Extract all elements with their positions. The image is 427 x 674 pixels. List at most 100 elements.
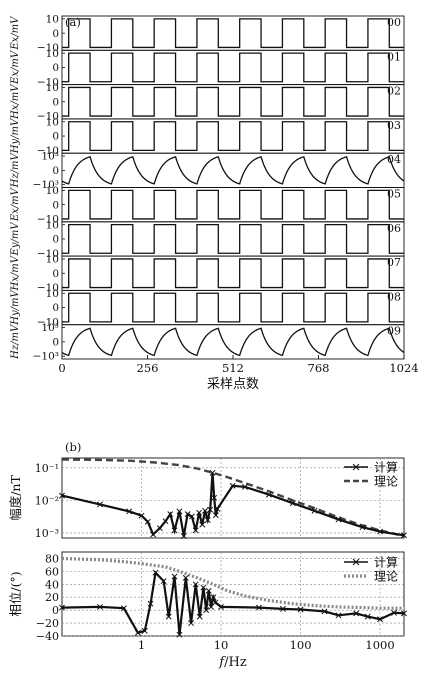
channel-frame	[61, 324, 405, 360]
panel-label: (b)	[65, 440, 81, 454]
point-marker	[171, 573, 178, 580]
channel-id: 06	[387, 222, 401, 235]
waveform-line	[61, 155, 405, 185]
point-marker	[279, 605, 286, 612]
y-axis-label: Hy/mV	[10, 289, 21, 326]
channel-frame	[61, 118, 405, 154]
y-tick-label: 40	[45, 578, 59, 591]
waveform-line	[62, 121, 404, 151]
channel-id: 08	[387, 290, 401, 303]
y-axis-label: Hx/mV	[10, 83, 21, 120]
y-tick-label: −10	[37, 282, 59, 294]
panel-label: (a)	[65, 15, 81, 29]
channel-03: 10 0 −10 Hy/mV 03	[10, 116, 405, 157]
point-marker	[147, 600, 154, 607]
point-marker	[359, 524, 366, 531]
waveform-line	[62, 224, 404, 254]
x-tick-label: 10	[214, 638, 229, 652]
point-marker	[289, 500, 296, 507]
y-tick-label: 10⁻³	[35, 527, 59, 540]
y-tick-label: 10	[46, 254, 59, 266]
channel-frame	[61, 49, 405, 86]
legend-label: 理论	[374, 570, 398, 584]
y-tick-label: 10⁻²	[35, 494, 59, 507]
point-marker	[256, 604, 262, 611]
y-tick-label: −10	[37, 111, 59, 123]
waveform-line	[62, 189, 404, 220]
x-axis-label: 采样点数	[207, 377, 259, 392]
channel-08: 10 0 −10 Hy/mV 08	[10, 288, 405, 328]
point-marker	[352, 463, 360, 471]
channel-id: 04	[387, 153, 401, 166]
point-marker	[138, 512, 145, 519]
legend-label: 计算	[374, 555, 398, 570]
point-marker	[209, 469, 216, 476]
channel-id: 03	[387, 119, 401, 132]
channel-07: 10 0 −10 Hx/mV 07	[10, 254, 405, 294]
y-tick-label: −10	[37, 214, 59, 226]
point-marker	[167, 511, 174, 518]
y-tick-label: 20	[45, 591, 59, 604]
channel-id: 02	[387, 85, 401, 98]
channel-02: 10 0 −10 Hx/mV 02	[10, 82, 405, 123]
point-marker	[229, 482, 236, 489]
y-tick-label: 0	[52, 131, 59, 143]
y-axis-label: Ey/mV	[10, 221, 21, 257]
series-line	[61, 458, 405, 538]
waveform-line	[62, 52, 404, 83]
point-marker	[196, 613, 203, 620]
x-axis-label: f/Hz	[218, 655, 247, 670]
x-tick-label: 100	[290, 638, 312, 652]
point-marker	[59, 492, 65, 499]
point-marker	[401, 610, 407, 617]
point-marker	[141, 627, 148, 634]
point-marker	[165, 613, 172, 620]
x-tick-label: 1000	[365, 638, 394, 652]
point-marker	[311, 507, 318, 514]
plot-frame	[61, 457, 405, 539]
point-marker	[353, 610, 360, 617]
point-marker	[200, 584, 207, 591]
point-marker	[176, 631, 183, 638]
point-marker	[377, 528, 384, 535]
point-marker	[96, 603, 103, 610]
y-tick-label: 10⁻¹	[35, 462, 59, 475]
x-tick-label: 256	[137, 361, 159, 375]
waveform-line	[62, 86, 404, 117]
point-marker	[214, 505, 221, 512]
y-axis-label: 相位/(°)	[8, 571, 23, 616]
channel-01: 10 0 −10 Ex/mV 01	[10, 48, 405, 88]
y-tick-label: 0	[52, 96, 59, 108]
channel-frame	[61, 289, 405, 326]
channel-05: 10 0 −10 Ex/mV 05	[10, 185, 405, 226]
x-tick-label: 1024	[389, 361, 418, 375]
point-marker	[205, 587, 212, 594]
y-tick-label: 10	[46, 13, 59, 25]
y-tick-label: 60	[45, 565, 59, 578]
series-line	[61, 570, 405, 635]
series-line	[61, 472, 405, 537]
y-tick-label: 0	[52, 199, 59, 211]
point-marker	[401, 532, 407, 539]
point-marker	[377, 616, 384, 623]
x-axis-label-unit: /Hz	[224, 655, 247, 670]
y-axis-label: Hx/mV	[10, 254, 21, 291]
channel-frame	[61, 15, 405, 51]
point-marker	[188, 620, 195, 627]
y-tick-label: 10³	[41, 322, 59, 334]
y-tick-label: −10	[37, 42, 59, 54]
channel-id: 05	[387, 188, 401, 201]
y-tick-label: −40	[36, 630, 59, 643]
y-tick-label: 10	[46, 116, 59, 128]
channel-frame	[61, 152, 405, 188]
y-axis-label: Hy/mV	[10, 117, 21, 154]
y-tick-label: −10	[37, 248, 59, 260]
point-marker	[297, 606, 304, 613]
point-marker	[207, 506, 214, 513]
y-tick-label: −10	[37, 76, 59, 88]
waveform-line	[62, 292, 404, 323]
y-tick-label: 0	[52, 268, 59, 280]
y-axis-label: Hz/mV	[10, 323, 21, 360]
